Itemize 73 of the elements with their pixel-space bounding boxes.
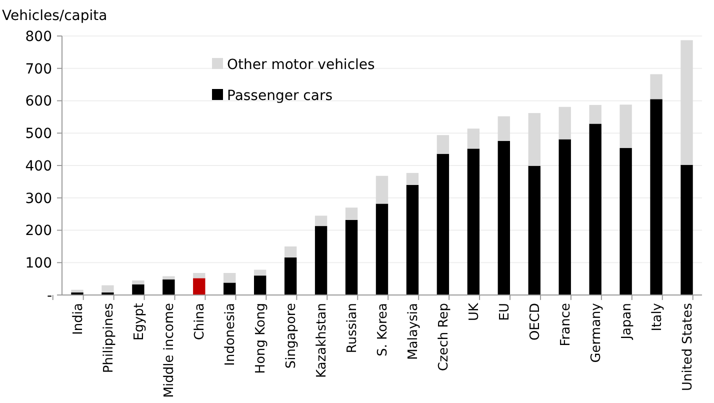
x-tick-label: Japan [619, 303, 634, 340]
y-tick-label: 300 [25, 190, 52, 207]
bar [71, 290, 84, 292]
x-tick-label: Egypt [132, 303, 147, 341]
y-tick-label: 600 [25, 94, 52, 110]
x-tick-label: Italy [650, 302, 665, 332]
x-tick-label: France [558, 303, 574, 346]
bar [314, 226, 328, 295]
x-tick-label: S. Korea [376, 303, 391, 356]
bar [345, 208, 358, 220]
bar [589, 124, 602, 295]
bar [406, 184, 419, 295]
bar [132, 280, 144, 284]
x-tick-label: Indonesia [223, 303, 238, 366]
bar [528, 166, 540, 295]
bar [436, 154, 450, 295]
x-tick-label: Singapore [284, 303, 300, 369]
bar [498, 116, 510, 141]
x-tick-label: Philippines [101, 302, 116, 374]
y-tick-label: 800 [25, 28, 52, 45]
y-axis-title: Vehicles/capita [2, 8, 108, 24]
bar [680, 164, 693, 295]
bar [467, 148, 480, 295]
bar [254, 270, 266, 276]
legend-label: Passenger cars [227, 88, 332, 104]
y-tick-label: 700 [25, 61, 52, 78]
bar [436, 135, 450, 154]
bar [558, 106, 571, 140]
bar [650, 99, 662, 295]
bar [620, 148, 632, 295]
x-tick-label: China [192, 303, 208, 340]
bar [528, 113, 540, 166]
bar [224, 272, 236, 283]
bar [467, 128, 480, 149]
bar [254, 276, 266, 295]
bar [193, 278, 206, 295]
bar [558, 139, 571, 295]
x-tick-label: Middle income [162, 303, 178, 398]
bar [284, 257, 297, 295]
x-tick-label: Czech Rep [436, 303, 452, 372]
x-tick-label: Russian [345, 303, 360, 354]
y-tick-label: 200 [25, 223, 52, 240]
y-tick-label: 400 [25, 158, 52, 174]
x-tick-label: Germany [588, 302, 604, 363]
y-tick-label: 100 [25, 256, 52, 272]
x-tick-label: OECD [528, 303, 543, 341]
y-tick-label: - [46, 288, 52, 304]
bar [680, 40, 693, 165]
x-tick-label: EU [497, 303, 512, 321]
bar [224, 282, 236, 295]
bar [589, 104, 602, 124]
bar [620, 104, 632, 148]
x-tick-label: Hong Kong [254, 303, 269, 374]
x-tick-label: India [70, 303, 86, 335]
bar [162, 279, 175, 295]
bar [406, 172, 419, 185]
bar [314, 216, 328, 226]
bar [132, 284, 144, 295]
bar [650, 74, 662, 100]
bar [498, 140, 510, 295]
bar [345, 220, 358, 295]
x-tick-label: United States [680, 302, 696, 392]
y-tick-label: 500 [25, 126, 52, 142]
bar [284, 246, 297, 258]
bar [193, 272, 206, 278]
bar [376, 176, 388, 204]
x-tick-label: Malaysia [406, 303, 422, 360]
x-tick-label: UK [466, 302, 482, 322]
bar [102, 285, 114, 292]
bar [376, 204, 388, 295]
bar [162, 276, 175, 280]
x-tick-label: Kazakhstan [314, 303, 330, 378]
legend-label: Other motor vehicles [227, 56, 375, 73]
